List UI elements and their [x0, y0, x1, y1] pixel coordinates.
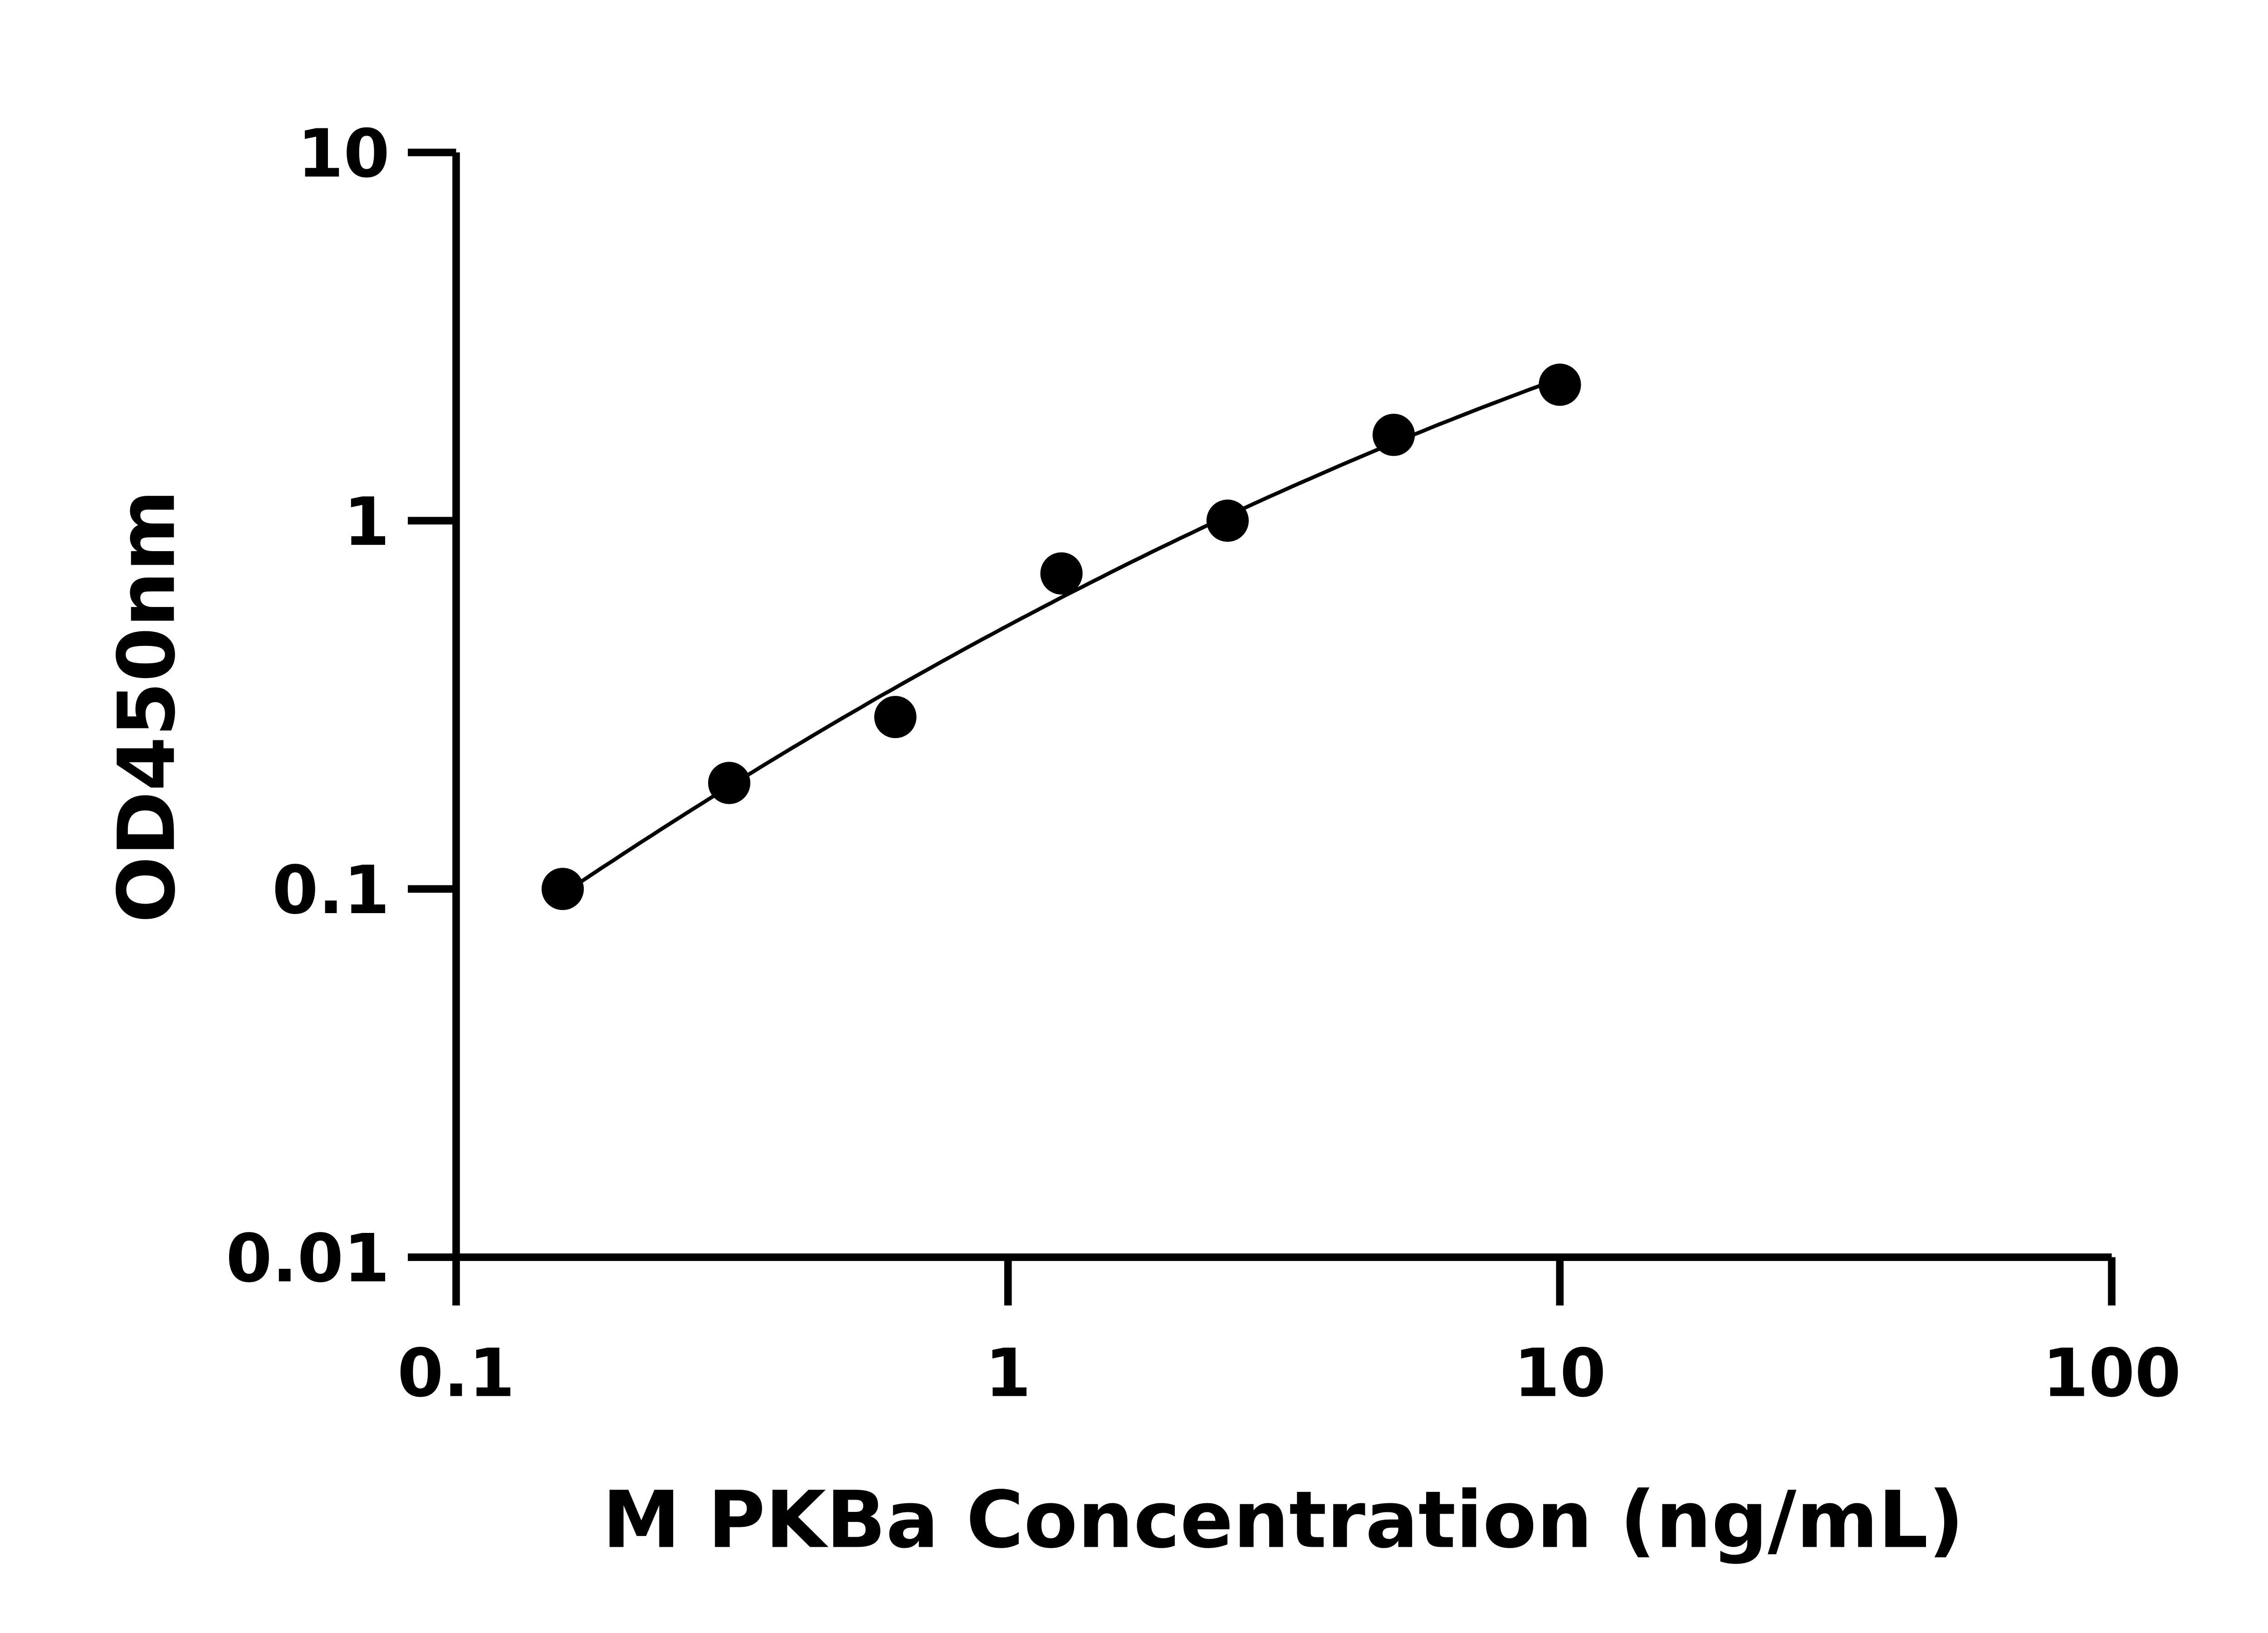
data-point	[708, 762, 751, 804]
x-axis-label: M PKBa Concentration (ng/mL)	[602, 1474, 1964, 1565]
axes	[408, 148, 2116, 1306]
data-point	[1373, 414, 1415, 456]
fit-curve	[562, 376, 1561, 896]
y-axis-label: OD450nm	[101, 490, 192, 923]
data-point	[874, 696, 917, 738]
data-point	[1539, 363, 1581, 406]
data-points	[541, 363, 1581, 910]
x-tick-label: 100	[2043, 1335, 2181, 1412]
x-tick-label: 0.1	[397, 1335, 515, 1412]
x-tick-label: 10	[1514, 1335, 1606, 1412]
y-tick-label: 10	[297, 115, 390, 192]
data-point	[541, 868, 584, 910]
y-tick-label: 0.01	[226, 1220, 390, 1297]
data-point	[1040, 552, 1083, 595]
data-point	[1206, 499, 1249, 542]
x-tick-label: 1	[985, 1335, 1031, 1412]
y-tick-label: 0.1	[272, 851, 390, 929]
y-tick-label: 1	[343, 483, 390, 561]
